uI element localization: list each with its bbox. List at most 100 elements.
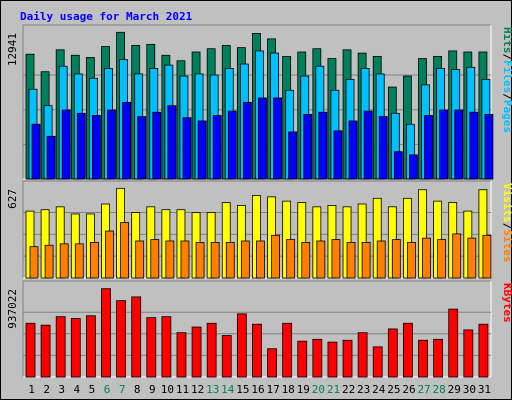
- bar-kbytes: [206, 322, 217, 378]
- bar-pages: [454, 109, 464, 180]
- bar-kbytes: [267, 348, 277, 378]
- x-tick-label: 23: [357, 383, 370, 396]
- bar-pages: [258, 97, 267, 180]
- panel-max-label: 12941: [6, 33, 19, 66]
- bar-sites: [286, 239, 296, 279]
- bar-pages: [167, 105, 177, 180]
- bar-pages: [76, 112, 86, 180]
- legend-hits: Hits: [501, 27, 512, 54]
- bar-kbytes: [85, 315, 96, 378]
- bar-sites: [165, 240, 175, 279]
- x-tick-label: 14: [221, 383, 235, 396]
- bar-kbytes: [463, 329, 474, 378]
- bar-pages: [242, 101, 252, 180]
- bar-sites: [316, 240, 326, 279]
- bar-kbytes: [342, 339, 353, 378]
- bar-pages: [363, 110, 373, 180]
- x-tick-label: 4: [74, 383, 81, 396]
- x-tick-label: 26: [402, 383, 415, 396]
- bar-pages: [182, 117, 192, 180]
- panel-kbytes: 937022 KBytes: [6, 280, 512, 378]
- x-tick-label: 8: [134, 383, 141, 396]
- bar-kbytes: [252, 323, 262, 378]
- bar-sites: [150, 239, 160, 279]
- bar-kbytes: [403, 322, 413, 378]
- bar-pages: [273, 97, 282, 180]
- bar-pages: [348, 120, 358, 180]
- x-tick-label: 24: [372, 383, 386, 396]
- bar-sites: [74, 243, 84, 279]
- x-tick-label: 10: [161, 383, 174, 396]
- bar-kbytes: [433, 338, 444, 378]
- x-tick-label: 6: [104, 383, 111, 396]
- bar-kbytes: [236, 313, 247, 378]
- bar-kbytes: [478, 323, 489, 378]
- legend-files: Files: [501, 60, 512, 93]
- bar-sites: [422, 237, 431, 279]
- x-tick-label: 5: [89, 383, 96, 396]
- x-tick-label: 12: [191, 383, 204, 396]
- bar-pages: [197, 120, 207, 180]
- bar-kbytes: [357, 332, 368, 378]
- x-tick-label: 31: [478, 383, 491, 396]
- bar-sites: [195, 242, 205, 279]
- bar-sites: [437, 239, 447, 279]
- bar-sites: [452, 233, 462, 279]
- bar-pages: [122, 101, 131, 180]
- bar-pages: [333, 130, 343, 180]
- panel-series-legend: KBytes: [501, 283, 512, 323]
- bar-kbytes: [191, 326, 202, 378]
- panel-series-legend: Hits/Files/Pages: [501, 27, 512, 133]
- x-tick-label: 17: [266, 383, 279, 396]
- bar-kbytes: [327, 341, 338, 378]
- x-tick-label: 27: [417, 383, 430, 396]
- bar-sites: [29, 246, 39, 279]
- bar-kbytes: [176, 332, 187, 378]
- panel-sites-visits: 627 Visits/Sites: [6, 180, 512, 279]
- bar-pages: [409, 154, 418, 180]
- legend-separator: /: [501, 93, 512, 100]
- x-tick-label: 29: [448, 383, 461, 396]
- bar-kbytes: [70, 318, 81, 378]
- bar-sites: [180, 240, 190, 279]
- bar-kbytes: [297, 340, 308, 378]
- bar-kbytes: [131, 296, 142, 378]
- bar-pages: [469, 111, 479, 180]
- panel-max-label: 937022: [6, 289, 19, 329]
- bar-pages: [303, 114, 313, 180]
- x-tick-label: 22: [342, 383, 355, 396]
- bar-sites: [105, 230, 114, 279]
- bar-pages: [212, 115, 222, 180]
- bar-sites: [59, 243, 69, 279]
- bar-pages: [61, 109, 71, 180]
- bar-kbytes: [146, 317, 157, 378]
- x-tick-label: 9: [149, 383, 156, 396]
- x-tick-label: 25: [387, 383, 400, 396]
- bar-kbytes: [448, 308, 459, 378]
- bar-sites: [271, 234, 280, 279]
- bar-pages: [46, 135, 56, 180]
- bar-kbytes: [312, 338, 323, 378]
- bar-sites: [256, 240, 265, 279]
- bar-sites: [331, 239, 341, 279]
- x-tick-label: 21: [327, 383, 340, 396]
- bar-sites: [44, 244, 54, 279]
- chart-title: Daily usage for March 2021: [20, 10, 193, 23]
- bar-kbytes: [25, 322, 36, 378]
- bar-pages: [137, 116, 147, 180]
- bar-pages: [227, 110, 237, 180]
- x-tick-label: 1: [28, 383, 35, 396]
- bar-sites: [120, 222, 129, 279]
- bar-sites: [240, 240, 250, 279]
- x-tick-label: 15: [236, 383, 249, 396]
- x-tick-label: 30: [463, 383, 476, 396]
- x-tick-label: 20: [312, 383, 325, 396]
- bar-pages: [484, 114, 494, 180]
- bar-sites: [391, 239, 401, 279]
- x-tick-label: 18: [282, 383, 295, 396]
- bar-pages: [107, 109, 116, 180]
- legend-separator: /: [501, 223, 512, 230]
- bar-sites: [301, 242, 311, 279]
